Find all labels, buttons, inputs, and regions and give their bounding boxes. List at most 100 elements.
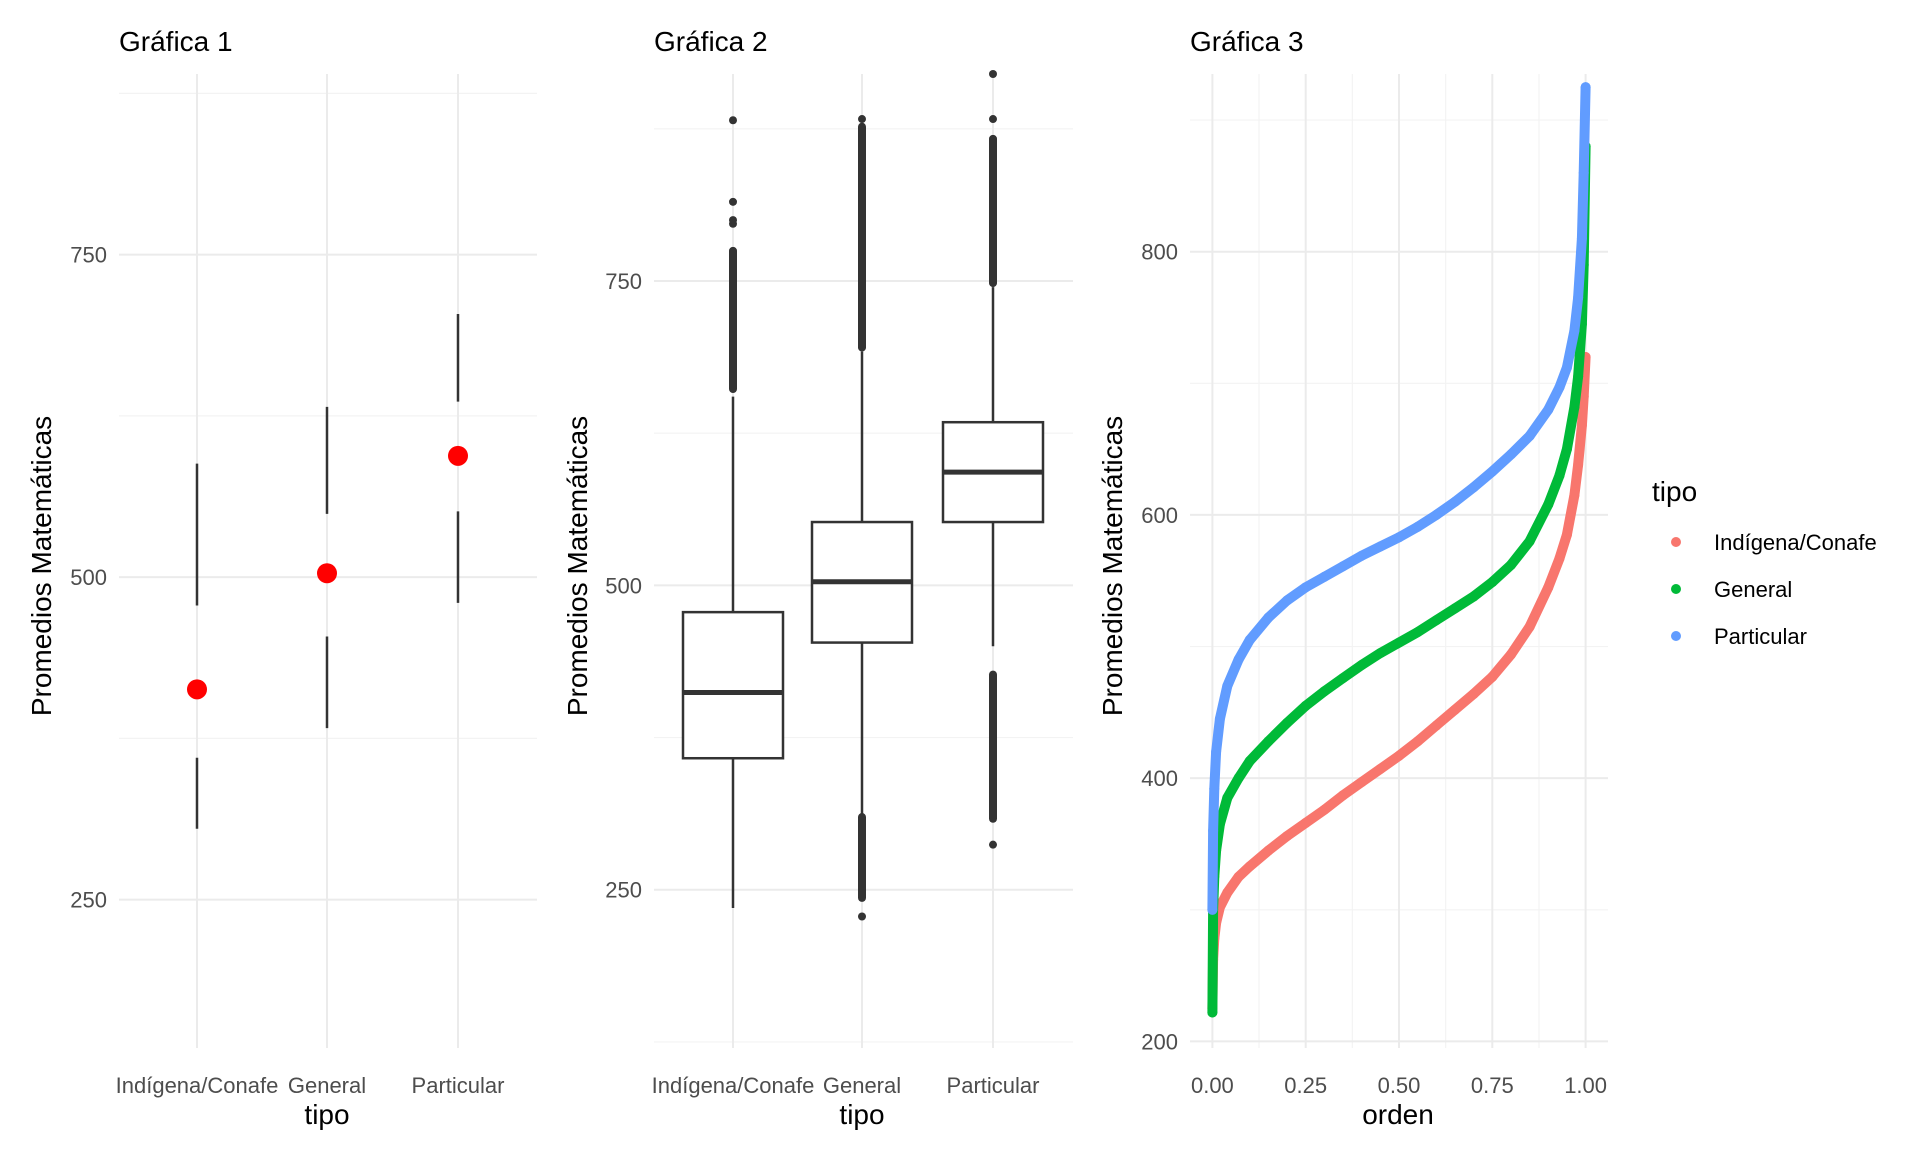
legend-key-particular xyxy=(1671,631,1681,641)
grafica-3-point-general xyxy=(1356,659,1367,670)
grafica-3-point-particular xyxy=(1338,561,1349,572)
grafica-3-point-indigena-conafe xyxy=(1222,887,1233,898)
grafica-1-title: Gráfica 1 xyxy=(119,26,233,57)
grafica-3-x-axis-title: orden xyxy=(1362,1099,1434,1130)
grafica-2-outlier-point-indigena-conafe xyxy=(729,116,737,125)
grafica-3-x-tick-label: 0.75 xyxy=(1471,1073,1514,1098)
grafica-3-point-particular xyxy=(1554,382,1565,393)
grafica-3-point-general xyxy=(1233,773,1244,784)
grafica-2-x-tick-label-indigena-conafe: Indígena/Conafe xyxy=(652,1073,815,1098)
grafica-2-outlier-point-general xyxy=(858,115,866,124)
grafica-2-y-tick-label: 250 xyxy=(605,878,642,903)
grafica-3-point-particular xyxy=(1208,825,1219,836)
grafica-2-y-tick-label: 500 xyxy=(605,573,642,598)
grafica-3-point-general xyxy=(1207,1007,1218,1018)
legend-title: tipo xyxy=(1652,476,1697,507)
grafica-3-point-particular xyxy=(1375,541,1386,552)
grafica-2-outlier-band-low-general xyxy=(858,813,866,902)
legend-item-general: General xyxy=(1671,577,1792,602)
grafica-3-point-general xyxy=(1431,615,1442,626)
grafica-2-tick-labels: 250 500 750 Indígena/Conafe General Particula… xyxy=(605,269,1039,1098)
grafica-3-point-particular xyxy=(1412,521,1423,532)
grafica-2-marks xyxy=(681,70,1045,921)
legend-item-particular: Particular xyxy=(1671,624,1807,649)
grafica-1-tick-labels: 250 500 750 Indígena/Conafe General Particula… xyxy=(70,243,504,1098)
grafica-1-panel: 250 500 750 Indígena/Conafe General Particula… xyxy=(26,26,537,1130)
grafica-3-point-general xyxy=(1468,591,1479,602)
grafica-3-point-general xyxy=(1569,402,1580,413)
grafica-3-point-indigena-conafe xyxy=(1263,845,1274,856)
grafica-2-outlier-point-particular xyxy=(989,840,997,849)
grafica-3-point-particular xyxy=(1214,713,1225,724)
legend-label-general: General xyxy=(1714,577,1792,602)
grafica-3-x-tick-label: 0.50 xyxy=(1378,1073,1421,1098)
grafica-3-point-particular xyxy=(1207,904,1218,915)
grafica-3-point-indigena-conafe xyxy=(1244,861,1255,872)
grafica-3-point-indigena-conafe xyxy=(1300,817,1311,828)
grafica-3-point-indigena-conafe xyxy=(1233,871,1244,882)
grafica-2-panel: 250 500 750 Indígena/Conafe General Particula… xyxy=(562,26,1073,1130)
grafica-3-point-particular xyxy=(1282,595,1293,606)
legend-label-indigena-conafe: Indígena/Conafe xyxy=(1714,530,1877,555)
grafica-3-point-general xyxy=(1319,686,1330,697)
grafica-3-point-particular xyxy=(1578,167,1589,178)
grafica-3-point-particular xyxy=(1573,292,1584,303)
grafica-3-y-tick-label: 400 xyxy=(1141,766,1178,791)
legend: tipo Indígena/Conafe General Particular xyxy=(1652,476,1877,649)
grafica-3-point-indigena-conafe xyxy=(1412,736,1423,747)
grafica-2-y-axis-title: Promedios Matemáticas xyxy=(562,416,593,716)
grafica-2-box-indigena-conafe xyxy=(681,610,785,760)
grafica-2-x-tick-label-particular: Particular xyxy=(947,1073,1040,1098)
grafica-3-point-general xyxy=(1300,700,1311,711)
grafica-3-tick-labels: 200 400 600 800 0.00 0.25 0.50 0.75 1.00 xyxy=(1141,240,1607,1098)
grafica-3-point-particular xyxy=(1233,654,1244,665)
grafica-3-point-indigena-conafe xyxy=(1338,790,1349,801)
grafica-3-point-particular xyxy=(1300,582,1311,593)
grafica-3-point-particular xyxy=(1431,509,1442,520)
grafica-3-point-general xyxy=(1561,444,1572,455)
grafica-3-point-particular xyxy=(1244,634,1255,645)
grafica-1-x-axis-title: tipo xyxy=(304,1099,349,1130)
grafica-3-point-general xyxy=(1375,648,1386,659)
grafica-3-point-particular xyxy=(1543,404,1554,415)
grafica-3-point-indigena-conafe xyxy=(1375,763,1386,774)
grafica-2-outlier-point-particular xyxy=(989,70,997,78)
grafica-3-point-particular xyxy=(1394,532,1404,543)
grafica-3-point-indigena-conafe xyxy=(1356,777,1367,788)
grafica-2-outlier-point-particular xyxy=(989,115,997,124)
grafica-2-outlier-band-high-particular xyxy=(989,134,997,288)
grafica-3-point-general xyxy=(1412,627,1423,638)
grafica-2-y-tick-label: 750 xyxy=(605,269,642,294)
grafica-3-point-particular xyxy=(1576,233,1587,244)
grafica-3-x-tick-label: 1.00 xyxy=(1564,1073,1607,1098)
grafica-3-y-tick-label: 800 xyxy=(1141,240,1178,265)
grafica-3-title: Gráfica 3 xyxy=(1190,26,1304,57)
grafica-3-point-particular xyxy=(1580,82,1591,93)
grafica-3-point-indigena-conafe xyxy=(1449,704,1460,715)
grafica-3-point-general xyxy=(1554,470,1565,481)
grafica-3-marks xyxy=(1207,82,1591,1018)
grafica-3-point-indigena-conafe xyxy=(1573,459,1584,470)
grafica-3-point-general xyxy=(1338,673,1349,684)
grafica-3-point-general xyxy=(1394,637,1404,648)
grafica-3-point-general xyxy=(1543,499,1554,510)
grafica-2-outlier-point-general xyxy=(858,912,866,921)
grafica-1-x-tick-label-particular: Particular xyxy=(412,1073,505,1098)
grafica-3-point-general xyxy=(1524,536,1535,547)
grafica-1-marks xyxy=(187,313,468,829)
grafica-1-mean-point-general xyxy=(317,563,337,584)
grafica-1-mean-point-particular xyxy=(448,445,468,466)
grafica-3-point-indigena-conafe xyxy=(1487,671,1498,682)
grafica-2-outlier-point-indigena-conafe xyxy=(729,197,737,206)
grafica-1-y-axis-title: Promedios Matemáticas xyxy=(26,416,57,716)
grafica-3-point-indigena-conafe xyxy=(1282,831,1293,842)
grafica-1-y-tick-label: 250 xyxy=(70,888,107,913)
grafica-3-point-indigena-conafe xyxy=(1394,750,1404,761)
grafica-2-outlier-band-low-particular xyxy=(989,670,997,823)
grafica-1-mean-point-indigena-conafe xyxy=(187,679,207,700)
grafica-3-point-indigena-conafe xyxy=(1576,420,1587,431)
legend-key-indigena-conafe xyxy=(1671,537,1681,547)
grafica-3-point-particular xyxy=(1449,496,1460,507)
